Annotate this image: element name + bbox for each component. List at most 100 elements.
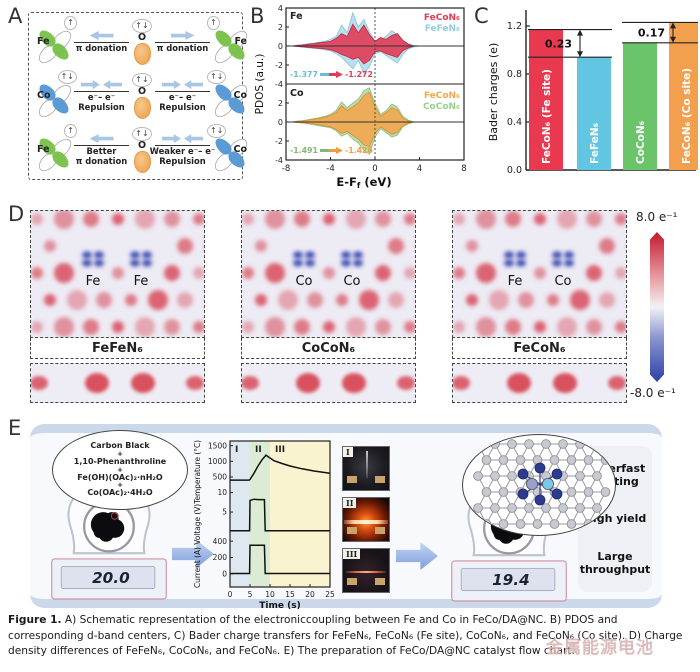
svg-text:15: 15 bbox=[285, 590, 295, 599]
svg-text:400: 400 bbox=[213, 537, 228, 546]
orbital-co: Co ↑↓ bbox=[207, 124, 251, 175]
colorbar bbox=[650, 232, 664, 382]
svg-text:10: 10 bbox=[217, 488, 227, 497]
balance-before: 20.0 bbox=[51, 493, 167, 600]
orbital-co: Co ↑↓ bbox=[207, 70, 251, 121]
arrow-left-icon bbox=[89, 134, 114, 144]
bond-line bbox=[74, 90, 129, 92]
svg-text:I: I bbox=[235, 445, 238, 455]
bar-FeFeN₆ bbox=[577, 57, 611, 171]
svg-text:5: 5 bbox=[222, 508, 227, 517]
reagent-line: Co(OAc)₂·4H₂O bbox=[87, 488, 153, 498]
nitrogen-atom bbox=[551, 468, 563, 480]
arrow-right-icon bbox=[162, 134, 181, 144]
stage-region-III bbox=[270, 441, 330, 587]
svg-text:4: 4 bbox=[278, 4, 283, 13]
nitrogen-atom bbox=[517, 468, 529, 480]
orbital-fe: Fe ↑ bbox=[34, 124, 77, 175]
electrode bbox=[375, 578, 385, 585]
panel-e-label: E bbox=[8, 416, 22, 440]
interaction-label: π donation bbox=[75, 42, 128, 53]
bar-CoCoN₆ bbox=[623, 42, 657, 170]
element-label: Co bbox=[37, 90, 51, 101]
nitrogen-atom bbox=[534, 462, 546, 474]
element-label: Co bbox=[233, 144, 248, 155]
electrode bbox=[375, 527, 385, 534]
glowing-filament bbox=[345, 571, 387, 574]
svg-text:Co: Co bbox=[343, 274, 360, 289]
curve-Temperature bbox=[230, 454, 331, 481]
charge-density-maps: Fe Fe FeFeN₆ Co Co CoCoN₆ Fe Co FeCoN₆ bbox=[30, 210, 627, 403]
element-label: O bbox=[137, 140, 147, 152]
reagent-line: 1,10-Phenanthroline bbox=[73, 456, 167, 466]
svg-text:FeCoN₆: FeCoN₆ bbox=[424, 13, 460, 23]
caption-prefix: Figure 1. bbox=[8, 614, 62, 626]
element-label: Fe bbox=[37, 144, 50, 155]
orbital-co: Co ↑↓ bbox=[34, 70, 77, 121]
svg-text:0.8: 0.8 bbox=[507, 69, 522, 80]
spin-state: ↑ bbox=[207, 16, 220, 30]
map-title: FeCoN₆ bbox=[452, 338, 627, 359]
element-label: O bbox=[137, 32, 147, 44]
spin-state: ↑↓ bbox=[132, 19, 152, 34]
svg-text:-2: -2 bbox=[275, 137, 283, 146]
svg-text:-1.426: -1.426 bbox=[345, 146, 373, 155]
svg-text:Current (A) Voltage (V)Tempera: Current (A) Voltage (V)Temperature (°C) bbox=[193, 440, 202, 588]
svg-text:-4: -4 bbox=[275, 80, 283, 89]
curve-Voltage bbox=[230, 498, 330, 532]
svg-text:Co: Co bbox=[554, 274, 571, 289]
svg-text:Co: Co bbox=[295, 274, 312, 289]
oxygen-orbital bbox=[133, 96, 151, 119]
reaction-photo-III: III bbox=[342, 548, 390, 593]
interaction: Weaker e⁻– e⁻ Repulsion bbox=[150, 134, 215, 167]
element-label: O bbox=[137, 86, 147, 98]
svg-text:III: III bbox=[275, 445, 285, 455]
arrow-right-icon bbox=[170, 31, 195, 41]
svg-text:-8: -8 bbox=[282, 164, 290, 174]
nitrogen-atom bbox=[551, 488, 563, 500]
arrow-left-icon bbox=[184, 134, 203, 144]
bader-charges-chart: 0.0 0.4 0.8 1.2 Bader charges (e) FeCoN₆ (Fe … bbox=[487, 10, 698, 176]
svg-text:200: 200 bbox=[213, 553, 228, 562]
scale-reading: 19.4 bbox=[492, 571, 530, 589]
nitrogen-atom bbox=[534, 494, 546, 506]
photo-stage-label: I bbox=[343, 447, 353, 457]
svg-text:Bader charges (e): Bader charges (e) bbox=[487, 43, 500, 141]
electrode bbox=[347, 578, 357, 585]
svg-text:-2: -2 bbox=[275, 61, 283, 70]
svg-text:FeCoN₆ (Fe site): FeCoN₆ (Fe site) bbox=[541, 69, 553, 164]
element-label: Fe bbox=[234, 36, 247, 47]
fe-atom bbox=[526, 478, 539, 491]
element-label: Co bbox=[233, 90, 248, 101]
svg-text:500: 500 bbox=[213, 473, 228, 482]
svg-text:10: 10 bbox=[265, 590, 275, 599]
svg-text:Fe: Fe bbox=[290, 11, 303, 22]
interaction: π donation bbox=[155, 31, 210, 54]
svg-text:2: 2 bbox=[278, 23, 283, 32]
svg-text:CoCoN₆: CoCoN₆ bbox=[423, 102, 460, 112]
panel-d-label: D bbox=[8, 202, 25, 226]
photo-stage-label: III bbox=[343, 549, 361, 559]
svg-text:II: II bbox=[255, 445, 262, 455]
arrow-left-icon bbox=[89, 31, 114, 41]
oxygen-atom: ↑↓ O bbox=[129, 127, 155, 173]
svg-text:0.4: 0.4 bbox=[507, 117, 522, 128]
charge-density-panel: Fe Fe FeFeN₆ bbox=[30, 210, 205, 403]
svg-text:0.23: 0.23 bbox=[545, 37, 572, 50]
svg-text:0: 0 bbox=[228, 590, 233, 599]
svg-text:0: 0 bbox=[278, 42, 283, 51]
scale-reading: 20.0 bbox=[92, 569, 130, 587]
orbital-fe: Fe ↑ bbox=[207, 16, 251, 67]
spin-state: ↑↓ bbox=[207, 70, 227, 84]
bond-line bbox=[155, 41, 210, 43]
interaction-arrows bbox=[89, 134, 114, 144]
svg-text:8: 8 bbox=[461, 164, 466, 174]
colorbar-min-label: -8.0 e⁻¹ bbox=[630, 386, 676, 400]
svg-text:-4: -4 bbox=[275, 156, 283, 165]
spin-state: ↑↓ bbox=[132, 127, 152, 142]
bar-FeCoN₆ (Fe site) bbox=[529, 29, 563, 170]
pdos-chart: 420-2-420-2-4-8 -4 0 4 8E-Ff (eV)PDOS (a.u.)… bbox=[254, 4, 467, 190]
svg-text:1000: 1000 bbox=[208, 457, 227, 466]
